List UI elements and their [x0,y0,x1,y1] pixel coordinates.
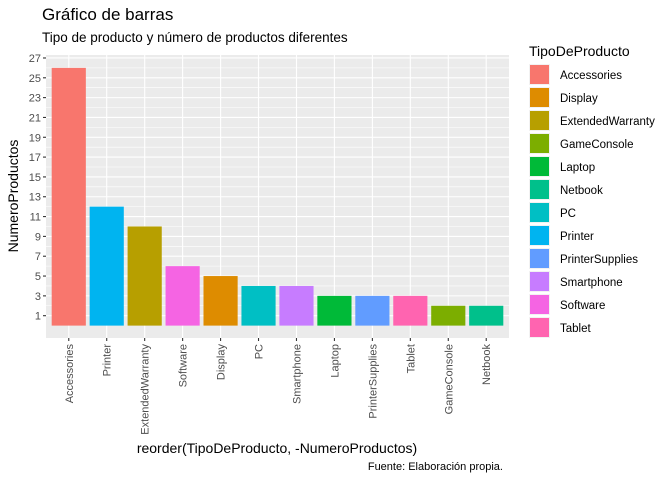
bar-accessories [51,67,86,326]
y-tick-label: 9 [35,231,41,243]
x-tick-label: Accessories [64,344,76,404]
legend-swatch-pc [530,203,549,222]
x-axis-title: reorder(TipoDeProducto, -NumeroProductos… [137,440,417,456]
y-tick-label: 1 [35,311,41,323]
legend-swatch-gameconsole [530,134,549,153]
legend-swatch-tablet [530,318,549,337]
legend-label: PrinterSupplies [560,254,638,266]
legend-swatch-laptop [530,157,549,176]
x-tick-label: PC [254,344,266,359]
x-tick-label: Tablet [405,344,417,373]
y-tick-label: 5 [35,271,41,283]
legend-swatch-extendedwarranty [530,111,549,130]
bars [51,67,504,326]
bar-netbook [469,305,504,326]
y-tick-label: 17 [29,152,41,164]
chart-title: Gráfico de barras [42,5,173,24]
x-tick-label: Laptop [329,344,341,378]
y-tick-label: 15 [29,172,41,184]
chart-subtitle: Tipo de producto y número de productos d… [42,30,348,45]
x-tick-label: PrinterSupplies [367,344,379,419]
bar-smartphone [279,285,314,326]
legend-label: Smartphone [560,277,623,289]
legend-swatch-smartphone [530,272,549,291]
x-tick-label: Smartphone [291,344,303,404]
x-tick-label: Software [178,344,190,387]
bar-software [165,266,200,326]
legend-label: PC [560,208,576,220]
y-tick-label: 13 [29,192,41,204]
x-tick-label: Printer [102,344,114,377]
y-tick-label: 23 [29,93,41,105]
legend-label: Laptop [560,162,595,174]
y-tick-label: 27 [29,53,41,65]
legend-swatch-display [530,88,549,107]
bar-printer [89,206,124,326]
legend-label: Netbook [560,185,603,197]
x-tick-label: GameConsole [443,344,455,414]
legend-label: Display [560,93,598,105]
y-tick-label: 21 [29,112,41,124]
x-tick-label: Display [216,344,228,381]
legend-label: Tablet [560,323,591,335]
legend-label: GameConsole [560,139,634,151]
legend-swatch-printer [530,226,549,245]
y-tick-label: 25 [29,73,41,85]
legend-label: Printer [560,231,594,243]
bar-display [203,276,238,326]
y-tick-label: 19 [29,132,41,144]
legend-swatch-printersupplies [530,249,549,268]
legend-label: ExtendedWarranty [560,116,655,128]
bar-printersupplies [355,295,390,326]
y-tick-label: 11 [30,212,41,224]
legend-swatch-netbook [530,180,549,199]
bar-tablet [393,295,428,326]
legend-swatch-accessories [530,65,549,84]
x-axis-ticks: Accessories Printer ExtendedWarranty Softwa… [64,338,493,435]
legend-label: Software [560,300,605,312]
bar-laptop [317,295,352,326]
legend: TipoDeProducto Accessories Display Extende… [529,43,655,338]
legend-title: TipoDeProducto [529,43,630,59]
x-tick-label: Netbook [481,344,493,385]
chart-caption: Fuente: Elaboración propia. [368,461,503,473]
bar-pc [241,285,276,326]
y-axis-title: NumeroProductos [5,140,21,253]
legend-label: Accessories [560,70,622,82]
bar-extendedwarranty [127,226,162,326]
y-tick-label: 7 [35,251,41,263]
bar-gameconsole [431,305,466,326]
y-tick-label: 3 [35,291,41,303]
x-tick-label: ExtendedWarranty [140,344,152,435]
legend-swatch-software [530,295,549,314]
